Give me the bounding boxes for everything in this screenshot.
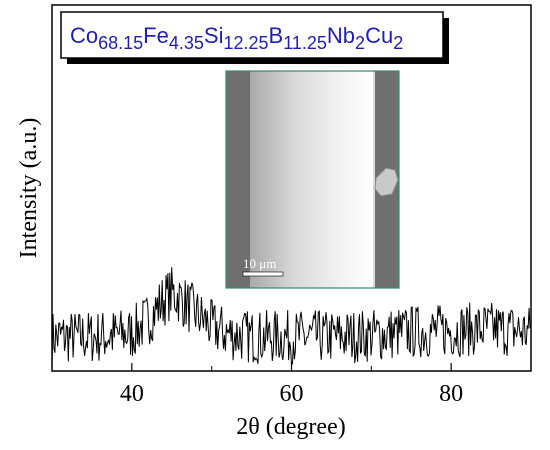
formula-element: Co (70, 23, 98, 48)
formula-subscript: 12.25 (223, 33, 268, 53)
x-tick-label: 80 (439, 381, 463, 407)
y-axis-label: Intensity (a.u.) (16, 118, 42, 259)
sem-inset: 10 μm (225, 70, 400, 289)
series-line (52, 267, 531, 365)
formula-subscript: 2 (393, 33, 403, 53)
x-axis-ticks: 40 60 80 (51, 363, 532, 407)
formula-subscript: 11.25 (283, 33, 327, 53)
formula-subscript: 68.15 (98, 33, 143, 53)
formula-subscript: 4.35 (169, 33, 204, 53)
formula-box: Co68.15Fe4.35Si12.25B11.25Nb2Cu2 (60, 11, 449, 64)
formula-element: Nb (327, 23, 355, 48)
scale-bar (242, 271, 284, 277)
formula-element: B (269, 23, 284, 48)
ribbon (250, 71, 374, 288)
composition-formula: Co68.15Fe4.35Si12.25B11.25Nb2Cu2 (70, 23, 403, 53)
formula-subscript: 2 (355, 33, 365, 53)
formula-element: Fe (143, 23, 169, 48)
scale-bar-label: 10 μm (243, 256, 276, 271)
inset-border (225, 70, 400, 289)
x-axis-label: 2θ (degree) (236, 414, 345, 440)
x-tick-label: 60 (280, 381, 304, 407)
x-tick-label: 40 (120, 381, 144, 407)
formula-element: Cu (365, 23, 393, 48)
formula-element: Si (204, 23, 224, 48)
particle (374, 167, 399, 197)
